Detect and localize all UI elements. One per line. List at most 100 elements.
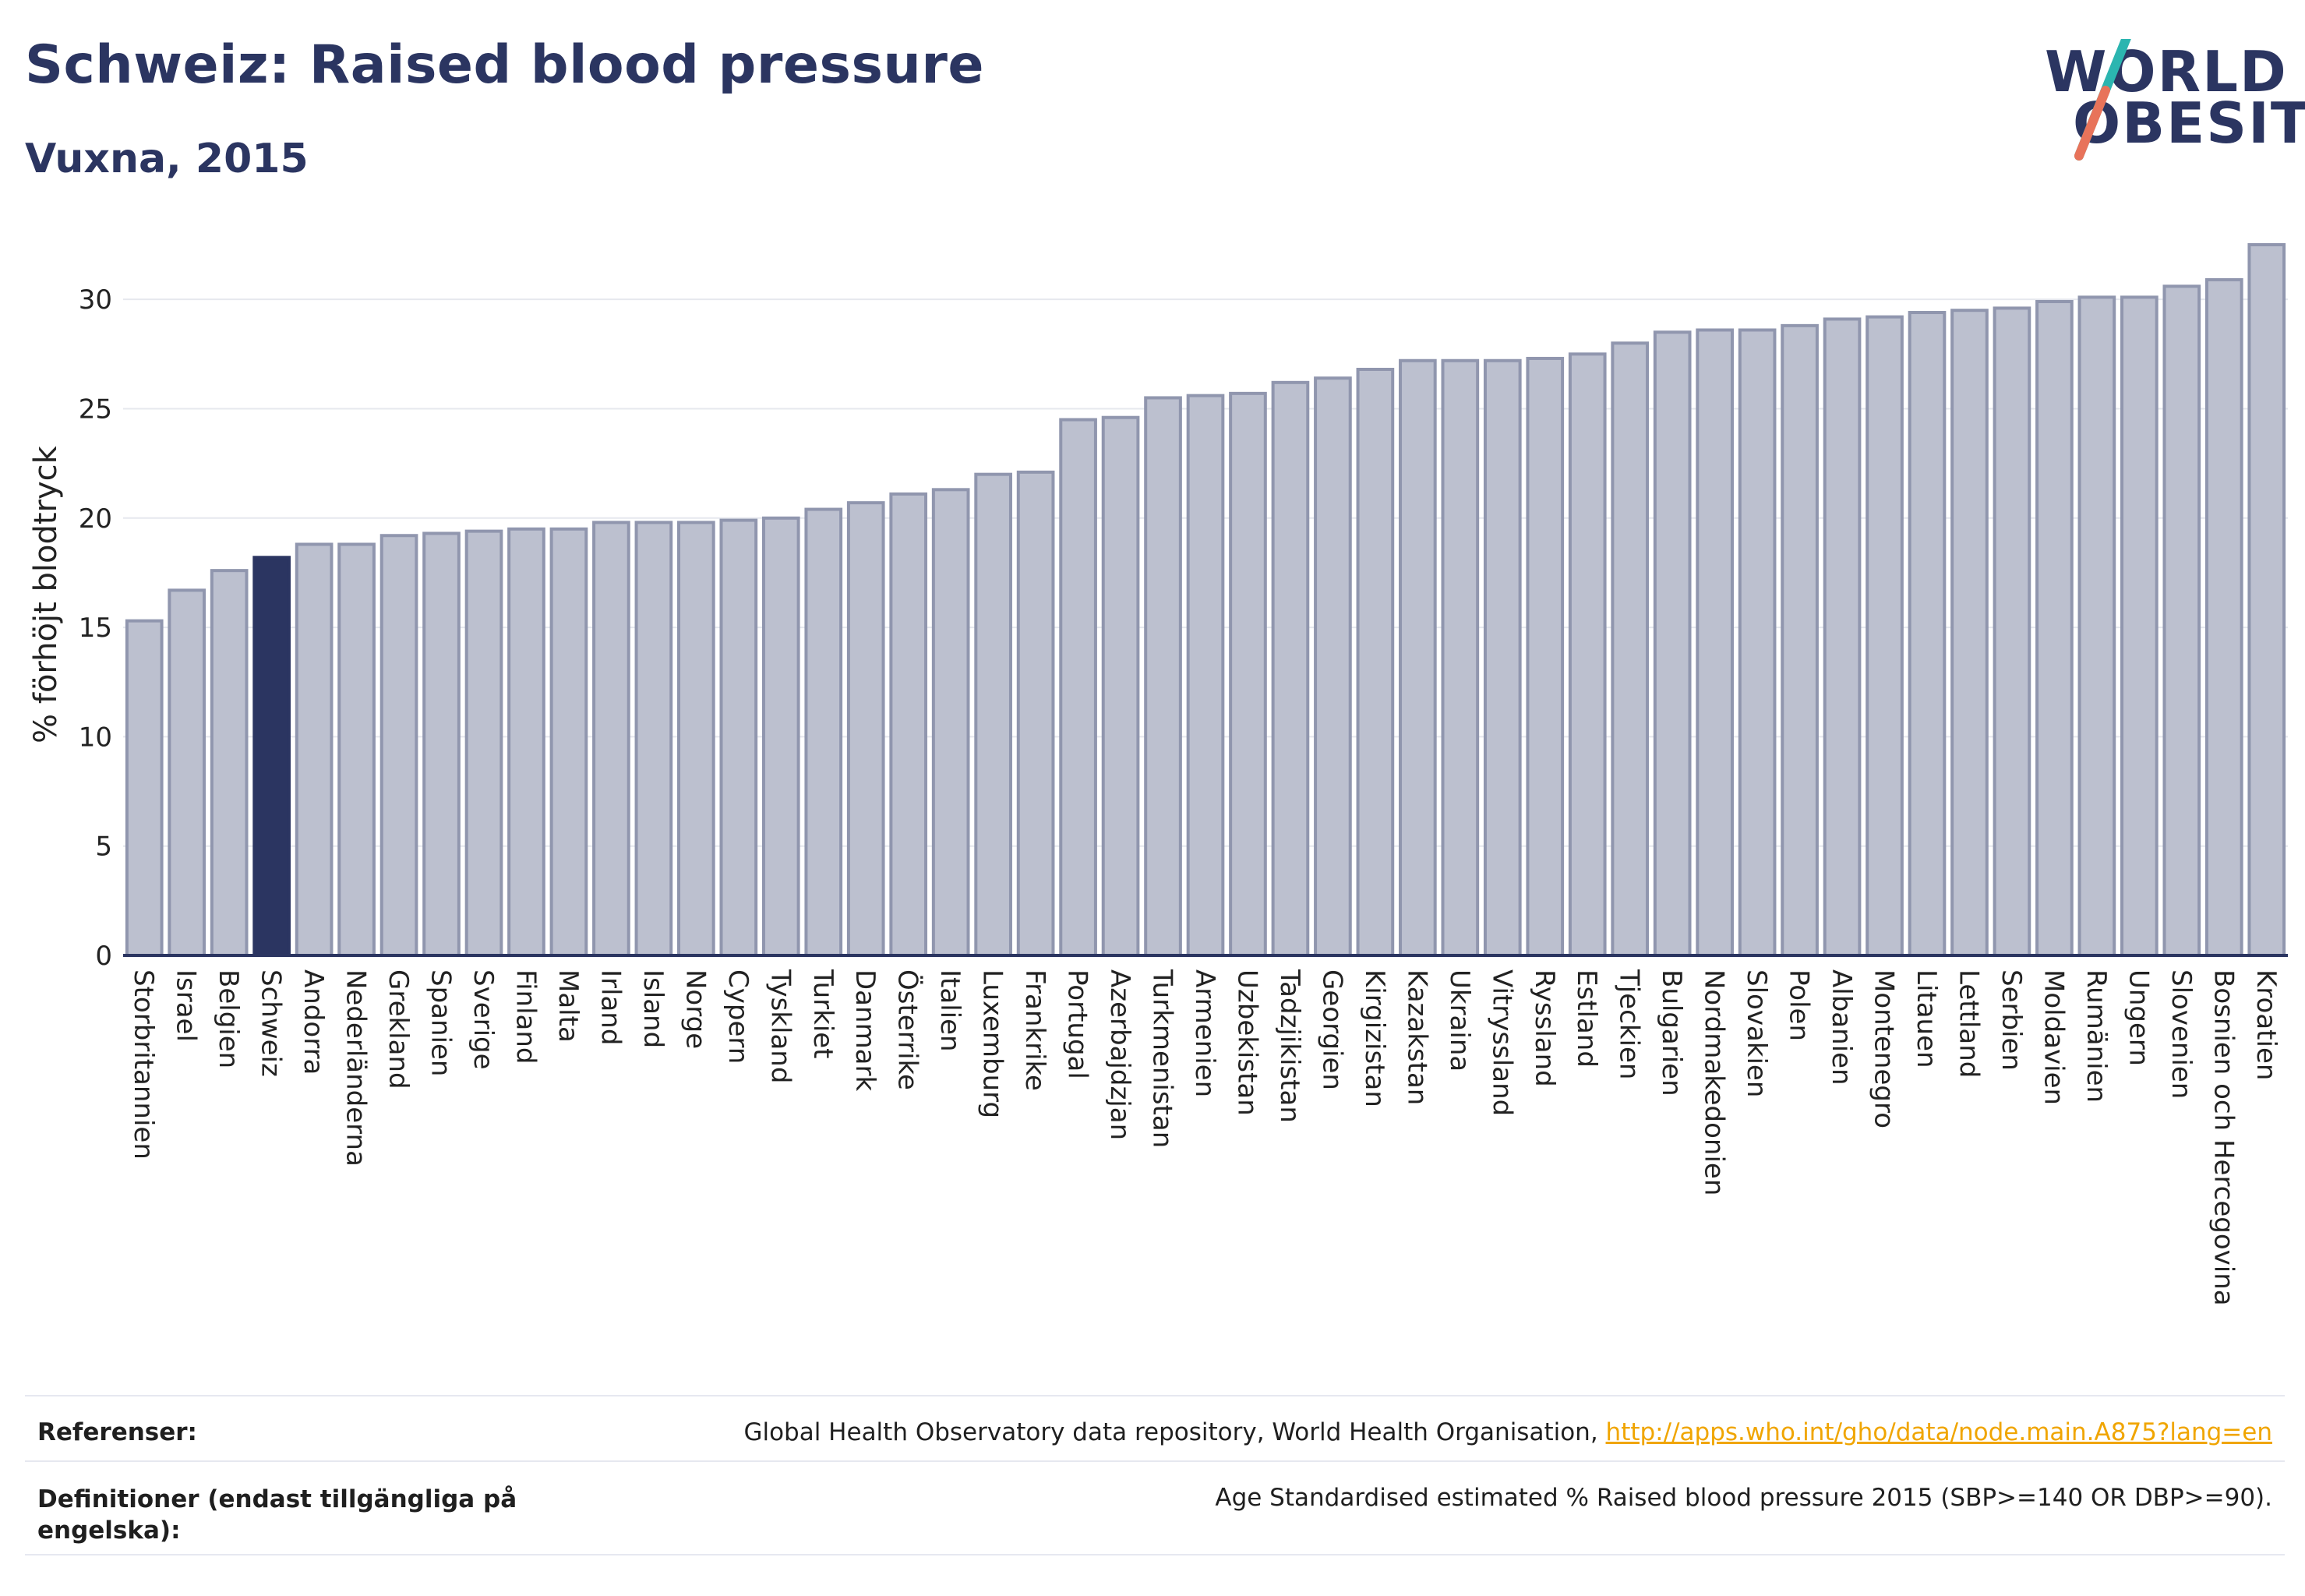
references-source: Global Health Observatory data repositor… (743, 1418, 1598, 1446)
x-tick-label: Polen (1784, 969, 1815, 1041)
x-tick-label: Serbien (1996, 969, 2027, 1071)
x-tick-label: Rumänien (2081, 969, 2112, 1103)
bar-chart: 0 5 10 15 20 25 30 % förhöjt blodtryck Storbrita… (28, 243, 2288, 1306)
x-tick-label: Albanien (1826, 969, 1857, 1086)
references-text: Global Health Observatory data repositor… (743, 1418, 2272, 1446)
bar (1993, 306, 2031, 957)
bar (252, 556, 291, 958)
bar (2120, 295, 2159, 958)
x-tick-label: Luxemburg (977, 969, 1008, 1118)
x-tick-label: Tjeckien (1614, 969, 1645, 1079)
x-tick-label: Belgien (213, 969, 244, 1068)
x-tick-label: Österrike (892, 969, 924, 1090)
footer: Referenser: Global Health Observatory da… (25, 1387, 2285, 1566)
bar (337, 542, 376, 957)
x-tick-label: Turkiet (807, 969, 838, 1059)
x-tick-label: Kirgizistan (1359, 969, 1390, 1107)
footer-divider (25, 1554, 2285, 1555)
references-link[interactable]: http://apps.who.int/gho/data/node.main.A… (1605, 1418, 2272, 1446)
x-tick-label: Grekland (383, 969, 414, 1089)
x-tick-label: Bosnien och Hercegovina (2208, 969, 2239, 1306)
x-tick-label: Georgien (1316, 969, 1347, 1090)
bar (1611, 341, 1650, 957)
bar (1950, 309, 1989, 958)
logo-line-1: WORLD (2045, 39, 2288, 104)
bar (1568, 352, 1607, 958)
x-tick-label: Bulgarien (1656, 969, 1687, 1096)
x-tick-label: Ryssland (1529, 969, 1560, 1087)
bar (804, 507, 843, 957)
bar (761, 516, 800, 957)
x-tick-label: Kroatien (2250, 969, 2282, 1080)
page-title: Schweiz: Raised blood pressure (25, 34, 984, 96)
logo-line-2: OBESITY (2073, 90, 2305, 156)
x-tick-label: Vitryssland (1486, 969, 1517, 1116)
x-tick-label: Tadzjikistan (1274, 969, 1305, 1123)
definitions-label-line-2: engelska): (37, 1517, 181, 1545)
x-tick-label: Spanien (425, 969, 457, 1076)
y-axis-label: % förhöjt blodtryck (28, 445, 64, 743)
bar (168, 588, 206, 957)
bar (1908, 311, 1947, 957)
bar (1101, 415, 1140, 957)
references-label: Referenser: (37, 1418, 197, 1446)
bar (1441, 358, 1480, 957)
world-obesity-logo: WORLD OBESITY (2034, 39, 2305, 164)
bar (210, 569, 249, 958)
page-subtitle: Vuxna, 2015 (25, 136, 309, 182)
bar (634, 521, 673, 957)
x-tick-label: Azerbajdzjan (1104, 969, 1135, 1140)
x-tick-label: Norge (679, 969, 711, 1049)
bar (125, 619, 164, 957)
bar (1823, 317, 1862, 958)
bar (295, 542, 334, 957)
bar (889, 492, 928, 957)
x-tick-label: Estland (1571, 969, 1602, 1068)
x-tick-label: Slovenien (2166, 969, 2197, 1099)
bar (1399, 358, 1437, 957)
x-tick-label: Portugal (1062, 969, 1093, 1079)
x-tick-label: Lettland (1953, 969, 1984, 1078)
y-tick-label: 0 (95, 941, 112, 972)
x-tick-label: Schweiz (256, 969, 287, 1077)
y-tick-label: 15 (79, 613, 112, 644)
bar (1186, 394, 1225, 957)
bar (719, 518, 758, 957)
bar (1696, 328, 1734, 957)
x-tick-label: Turkmenistan (1147, 969, 1178, 1148)
x-tick-label: Italien (934, 969, 965, 1052)
bar (549, 527, 588, 957)
x-tick-label: Malta (552, 969, 584, 1043)
bar (1738, 328, 1777, 957)
bar (1271, 380, 1310, 957)
x-tick-label: Frankrike (1019, 969, 1050, 1091)
bar (1483, 358, 1522, 957)
bar (974, 472, 1012, 957)
x-tick-label: Finland (510, 969, 541, 1065)
y-tick-label: 10 (79, 722, 112, 753)
footer-divider (25, 1460, 2285, 1462)
y-tick-label: 20 (79, 503, 112, 535)
bar (1229, 391, 1267, 958)
bar (507, 527, 545, 957)
x-tick-label: Ungern (2123, 969, 2154, 1066)
bar (1526, 356, 1565, 958)
bar (2247, 243, 2286, 958)
y-tick-label: 5 (95, 832, 112, 863)
bar (1144, 396, 1182, 958)
x-tick-label: Island (637, 969, 669, 1048)
x-tick-label: Slovakien (1741, 969, 1772, 1097)
x-tick-label: Andorra (298, 969, 329, 1075)
bar (2204, 277, 2243, 958)
bar (1781, 323, 1819, 957)
x-tick-label: Tyskland (764, 969, 796, 1083)
logo-slash-icon (2074, 39, 2131, 161)
bar (2077, 295, 2116, 958)
bar (2035, 299, 2074, 958)
x-tick-label: Israel (171, 969, 202, 1042)
bar (2162, 284, 2201, 957)
bar (677, 521, 715, 957)
bar (1356, 367, 1395, 957)
footer-divider (25, 1395, 2285, 1396)
x-tick-label: Moldavien (2038, 969, 2069, 1105)
